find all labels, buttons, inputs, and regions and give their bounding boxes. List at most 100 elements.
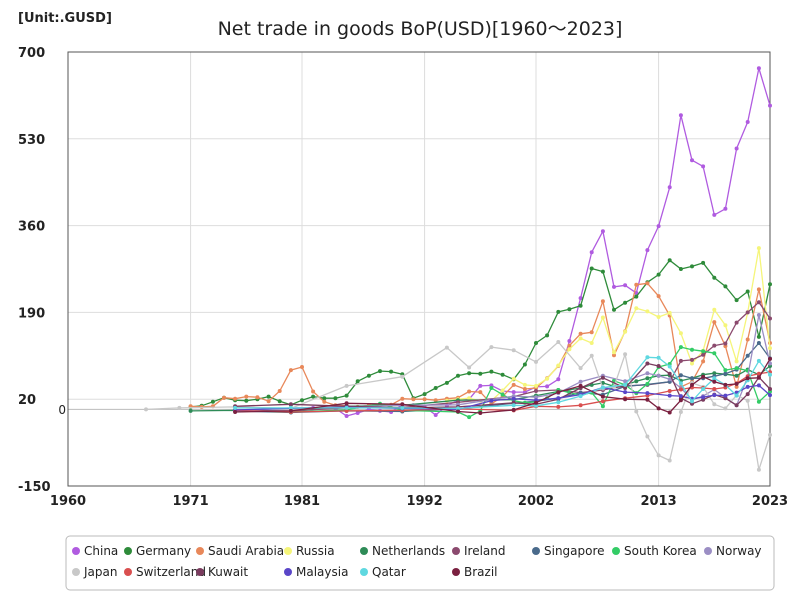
data-point-qatar	[712, 376, 717, 381]
data-point-germany	[768, 282, 772, 287]
data-point-russia	[567, 347, 572, 352]
data-point-qatar	[344, 405, 349, 410]
data-point-japan	[712, 402, 717, 407]
data-point-russia	[534, 383, 538, 388]
legend-label-japan: Japan	[83, 565, 117, 579]
unit-label: [Unit:.GUSD]	[18, 11, 112, 26]
data-point-germany	[333, 396, 338, 401]
data-point-china	[600, 229, 605, 234]
legend-label-china: China	[84, 544, 118, 558]
legend-marker-kuwait	[196, 568, 204, 576]
data-point-saudi-arabia	[422, 397, 427, 402]
data-point-japan	[177, 405, 182, 410]
data-point-germany	[322, 396, 327, 401]
data-point-qatar	[667, 364, 672, 369]
data-point-south-korea	[489, 386, 494, 390]
data-point-germany	[266, 394, 271, 399]
data-point-china	[589, 250, 594, 255]
data-point-switzerland	[712, 387, 717, 391]
data-point-russia	[612, 350, 616, 355]
legend-label-switzerland: Switzerland	[136, 565, 206, 579]
data-point-brazil	[600, 394, 605, 399]
data-point-japan	[723, 406, 728, 411]
legend-label-malaysia: Malaysia	[296, 565, 348, 579]
data-point-netherlands	[188, 408, 193, 413]
data-point-saudi-arabia	[511, 382, 516, 387]
legend-marker-germany	[124, 547, 132, 555]
data-point-china	[556, 377, 561, 382]
data-point-qatar	[288, 405, 293, 410]
data-point-russia	[589, 341, 594, 345]
data-point-brazil	[667, 410, 672, 415]
data-point-saudi-arabia	[645, 281, 650, 286]
data-point-malaysia	[667, 393, 672, 398]
data-point-brazil	[400, 402, 405, 407]
data-point-singapore	[745, 353, 750, 358]
data-point-norway	[656, 373, 661, 378]
data-point-malaysia	[489, 398, 494, 403]
data-point-south-korea	[701, 349, 706, 354]
data-point-ireland	[701, 352, 706, 357]
data-point-saudi-arabia	[756, 287, 761, 292]
x-tick-label: 1992	[406, 494, 442, 509]
data-point-germany	[433, 386, 438, 390]
legend-marker-malaysia	[284, 568, 292, 576]
data-point-saudi-arabia	[467, 389, 472, 394]
data-point-china	[645, 248, 650, 253]
data-point-qatar	[734, 393, 739, 398]
data-point-south-korea	[467, 415, 472, 420]
data-point-brazil	[511, 407, 516, 412]
data-point-japan	[623, 352, 628, 357]
data-point-switzerland	[344, 408, 349, 413]
data-point-saudi-arabia	[266, 399, 271, 404]
data-point-germany	[311, 394, 316, 399]
data-point-norway	[623, 379, 628, 384]
data-point-ireland	[712, 343, 717, 348]
data-point-netherlands	[712, 371, 717, 376]
data-point-saudi-arabia	[589, 330, 594, 335]
data-point-norway	[578, 379, 583, 384]
data-point-switzerland	[678, 387, 683, 392]
data-point-germany	[489, 369, 494, 374]
data-point-russia	[756, 246, 761, 251]
data-point-russia	[623, 329, 628, 334]
data-point-germany	[378, 369, 382, 374]
data-point-qatar	[556, 400, 561, 405]
data-point-china	[578, 296, 583, 301]
data-point-china	[433, 413, 438, 417]
axes	[67, 51, 771, 487]
data-point-brazil	[623, 397, 628, 402]
y-tick-label: 20	[18, 393, 36, 408]
data-point-qatar	[233, 405, 238, 410]
legend-marker-saudi-arabia	[196, 547, 204, 555]
legend-marker-norway	[704, 547, 712, 555]
data-point-japan	[634, 409, 639, 414]
data-point-saudi-arabia	[311, 389, 316, 394]
legend-label-netherlands: Netherlands	[372, 544, 445, 558]
data-point-brazil	[556, 390, 561, 395]
y-tick-label: -150	[18, 480, 51, 495]
legend-label-kuwait: Kuwait	[208, 565, 248, 579]
data-point-japan	[756, 467, 761, 472]
y-tick-labels: 700 530 360 190 20 -150	[18, 46, 51, 495]
data-point-japan	[400, 374, 405, 379]
data-point-south-korea	[734, 366, 739, 371]
data-point-saudi-arabia	[600, 299, 605, 304]
data-point-qatar	[768, 372, 772, 377]
data-point-switzerland	[600, 399, 605, 404]
legend-label-russia: Russia	[296, 544, 335, 558]
x-tick-label: 2023	[752, 494, 788, 509]
legend-marker-ireland	[452, 547, 460, 555]
series-line-switzerland	[235, 371, 771, 413]
data-point-qatar	[645, 355, 650, 360]
data-point-qatar	[756, 358, 761, 363]
legend-label-saudi-arabia: Saudi Arabia	[208, 544, 284, 558]
x-tick-label: 1960	[50, 494, 86, 509]
data-point-kuwait	[656, 364, 661, 368]
data-point-china	[355, 411, 360, 415]
data-point-malaysia	[511, 396, 516, 401]
y-tick-label: 530	[18, 133, 45, 148]
data-point-china	[612, 284, 616, 289]
data-point-russia	[656, 315, 661, 319]
data-point-japan	[589, 353, 594, 358]
